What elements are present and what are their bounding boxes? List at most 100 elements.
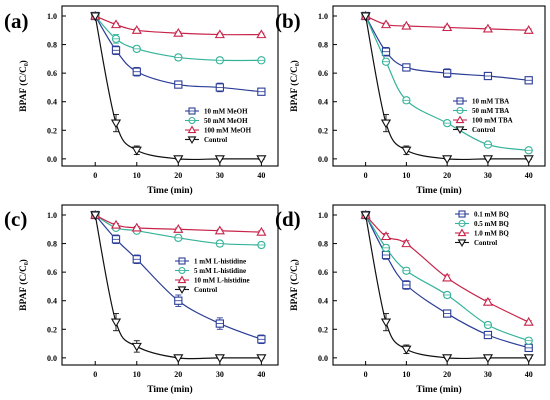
x-tick-label: 20: [174, 370, 182, 379]
x-axis: 0 10 20 30 40: [93, 361, 265, 379]
triangle-down-marker: [187, 136, 197, 145]
series-navy: [91, 210, 266, 345]
triangle-down-marker: [110, 119, 122, 129]
triangle-down-marker: [214, 155, 225, 165]
legend-label: Control: [474, 239, 497, 247]
y-tick-label: 0.2: [318, 325, 328, 334]
legend-label: 1 mM L-histidine: [194, 258, 246, 266]
series-crimson: [360, 10, 534, 34]
legend-label: 100 mM MeOH: [204, 127, 252, 135]
triangle-down-marker: [380, 318, 392, 328]
x-tick-label: 20: [443, 370, 451, 379]
y-tick-label: 0.8: [318, 41, 328, 50]
triangle-down-marker: [214, 354, 225, 364]
series-black: [90, 211, 267, 364]
triangle-down-marker: [442, 155, 453, 165]
triangle-down-marker: [256, 354, 267, 364]
y-axis-label: BPAF (C/C₀): [289, 259, 300, 311]
x-axis: 0 10 20 30 40: [364, 361, 533, 379]
x-axis-label: Time (min): [147, 185, 192, 196]
triangle-up-marker: [442, 22, 453, 32]
legend-label: 10 mM MeOH: [204, 108, 248, 116]
chart-panel-b: (b) 0 10 20 30 40 0.0 0.2 0.4 0.6 0.8 1.0 Time (min)…: [275, 5, 546, 196]
x-tick-label: 20: [443, 171, 451, 180]
y-tick-label: 0.0: [318, 155, 328, 164]
x-tick-label: 30: [484, 370, 492, 379]
plot-frame: [332, 5, 546, 167]
chart-panel-c: (c) 0 10 20 30 40 0.0 0.2 0.4 0.6 0.8 1.0 Time (min)…: [4, 204, 279, 395]
legend-label: 1.0 mM BQ: [474, 230, 509, 238]
y-tick-label: 0.8: [47, 240, 57, 249]
triangle-down-marker: [523, 155, 534, 165]
series-black: [360, 211, 534, 364]
series-black: [360, 12, 534, 165]
series-crimson: [360, 209, 534, 326]
legend-label: 5 mM L-histidine: [194, 267, 246, 275]
triangle-up-marker: [177, 275, 187, 284]
x-tick-label: 20: [174, 171, 182, 180]
series-black: [90, 12, 267, 165]
y-tick-label: 0.2: [47, 325, 57, 334]
y-tick-label: 0.0: [47, 354, 57, 363]
x-tick-label: 10: [133, 171, 141, 180]
triangle-up-marker: [131, 25, 142, 34]
x-tick-label: 0: [93, 370, 97, 379]
triangle-up-marker: [173, 224, 184, 233]
x-axis: 0 10 20 30 40: [364, 162, 533, 180]
y-tick-label: 0.4: [318, 98, 328, 107]
series-crimson: [90, 10, 267, 39]
triangle-up-marker: [214, 29, 225, 39]
triangle-down-marker: [360, 12, 371, 22]
legend-label: 10 mM L-histidine: [194, 277, 250, 285]
triangle-down-marker: [90, 211, 101, 221]
y-tick-label: 1.0: [318, 211, 328, 220]
y-tick-label: 0.6: [318, 69, 328, 78]
y-axis-label: BPAF (C/C₀): [18, 60, 29, 112]
legend-label: 50 mM TBA: [472, 107, 509, 115]
triangle-up-marker: [173, 27, 184, 37]
triangle-up-marker: [401, 238, 412, 248]
triangle-up-marker: [256, 29, 267, 39]
triangle-down-marker: [173, 155, 184, 165]
x-tick-label: 40: [257, 370, 265, 379]
series-crimson: [90, 209, 267, 236]
y-tick-label: 0.2: [318, 126, 328, 135]
x-tick-label: 40: [525, 370, 533, 379]
legend-label: Control: [204, 136, 227, 144]
plot-frame: [332, 204, 546, 366]
triangle-up-marker: [442, 272, 453, 282]
x-tick-label: 10: [133, 370, 141, 379]
triangle-up-marker: [457, 228, 467, 237]
y-axis: 0.0 0.2 0.4 0.6 0.8 1.0: [47, 12, 66, 164]
y-tick-label: 0.8: [318, 240, 328, 249]
triangle-up-marker: [187, 125, 197, 134]
legend-label: 10 mM TBA: [472, 98, 509, 106]
y-tick-label: 0.6: [318, 268, 328, 277]
panel-tag: (a): [4, 9, 29, 33]
y-axis: 0.0 0.2 0.4 0.6 0.8 1.0: [318, 12, 337, 164]
triangle-down-marker: [523, 354, 534, 364]
x-axis: 0 10 20 30 40: [93, 162, 265, 180]
x-tick-label: 30: [216, 171, 224, 180]
panel-tag: (b): [275, 9, 301, 33]
y-tick-label: 0.0: [318, 354, 328, 363]
y-tick-label: 0.4: [47, 297, 57, 306]
y-tick-label: 0.2: [47, 126, 57, 135]
series-teal: [361, 11, 533, 155]
triangle-up-marker: [380, 19, 392, 29]
y-tick-label: 0.0: [47, 155, 57, 164]
legend-label: 0.1 mM BQ: [474, 211, 509, 219]
series-navy: [361, 11, 533, 85]
triangle-up-marker: [523, 25, 534, 34]
triangle-down-marker: [256, 155, 267, 165]
y-tick-label: 0.4: [318, 297, 328, 306]
x-tick-label: 0: [364, 171, 368, 180]
chart-panel-d: (d) 0 10 20 30 40 0.0 0.2 0.4 0.6 0.8 1.0 Time (min)…: [275, 204, 546, 395]
y-tick-label: 0.8: [47, 41, 57, 50]
triangle-up-marker: [401, 20, 412, 30]
triangle-down-marker: [455, 126, 465, 135]
x-tick-label: 30: [216, 370, 224, 379]
